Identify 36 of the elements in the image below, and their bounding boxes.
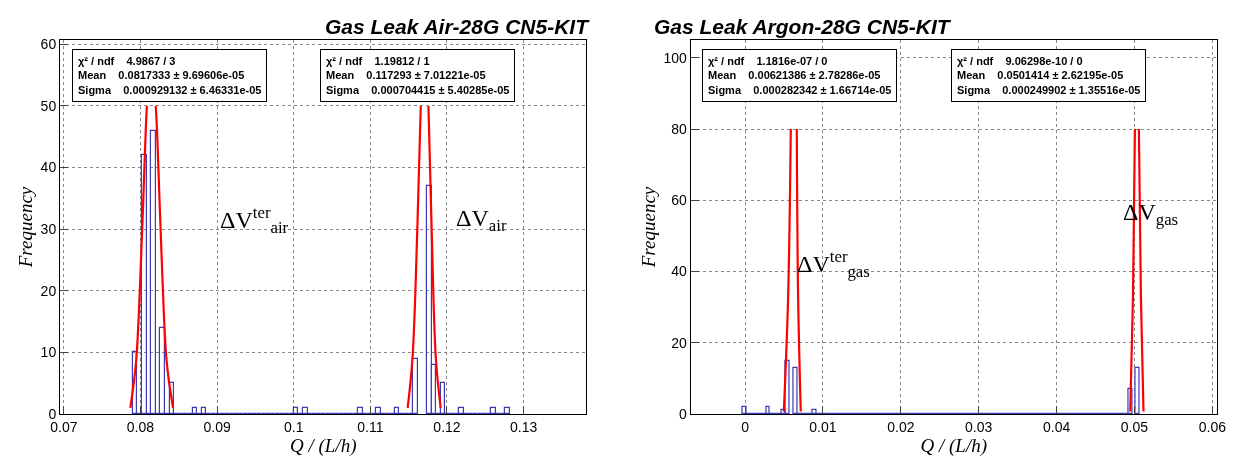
x-tick-label: 0.09 bbox=[203, 418, 231, 435]
x-tick-label: 0.08 bbox=[126, 418, 155, 435]
y-tick-label: 60 bbox=[40, 36, 57, 53]
annotation: χ² / ndf 1.1816e-07 / 0 Mean 0.00621386 ± 2.78286e-05 Sigma 0.000282342 ± 1.66714e-05 bbox=[708, 55, 892, 96]
annotation: χ² / ndf 9.06298e-10 / 0 Mean 0.0501414 ± 2.62195e-05 Sigma 0.000249902 ± 1.35516e-05 bbox=[957, 55, 1141, 96]
y-tick-label: 30 bbox=[40, 221, 57, 238]
y-tick-label: 60 bbox=[671, 192, 687, 209]
x-axis-title: Q / (L/h) bbox=[920, 434, 988, 457]
chart-title: Gas Leak Argon-28G CN5-KIT bbox=[654, 15, 952, 38]
y-tick-label: 0 bbox=[678, 405, 687, 422]
x-tick-label: 0.02 bbox=[887, 418, 915, 435]
y-tick-label: 50 bbox=[40, 97, 57, 114]
y-tick-label: 100 bbox=[663, 49, 687, 66]
chart-title: Gas Leak Air-28G CN5-KIT bbox=[325, 15, 591, 38]
x-tick-label: 0.04 bbox=[1042, 418, 1071, 435]
y-tick-label: 80 bbox=[671, 120, 687, 137]
y-tick-label: 20 bbox=[671, 334, 687, 351]
y-tick-label: 40 bbox=[40, 159, 57, 176]
y-tick-label: 20 bbox=[40, 282, 57, 299]
annotation: χ² / ndf 1.19812 / 1 Mean 0.117293 ± 7.01221e-05 Sigma 0.000704415 ± 5.40285e-05 bbox=[326, 55, 510, 96]
x-tick-label: 0.12 bbox=[433, 418, 461, 435]
x-tick-label: 0.1 bbox=[283, 418, 304, 435]
x-tick-label: 0.01 bbox=[809, 418, 837, 435]
y-axis-title: Frequency bbox=[15, 186, 37, 269]
annotation: χ² / ndf 4.9867 / 3 Mean 0.0817333 ± 9.69606e-05 Sigma 0.000929132 ± 6.46331e-05 bbox=[78, 55, 262, 96]
x-tick-label: 0.03 bbox=[965, 418, 993, 435]
y-axis-title: Frequency bbox=[638, 186, 660, 269]
x-tick-label: 0.06 bbox=[1198, 418, 1227, 435]
x-tick-label: 0 bbox=[741, 418, 750, 435]
x-tick-label: 0.05 bbox=[1120, 418, 1149, 435]
annotation: ΔV$_{air}$ bbox=[456, 205, 507, 236]
y-tick-label: 40 bbox=[671, 263, 687, 280]
x-axis-title: Q / (L/h) bbox=[289, 434, 357, 457]
x-tick-label: 0.11 bbox=[357, 418, 384, 435]
x-tick-label: 0.13 bbox=[509, 418, 538, 435]
y-tick-label: 10 bbox=[40, 344, 57, 361]
